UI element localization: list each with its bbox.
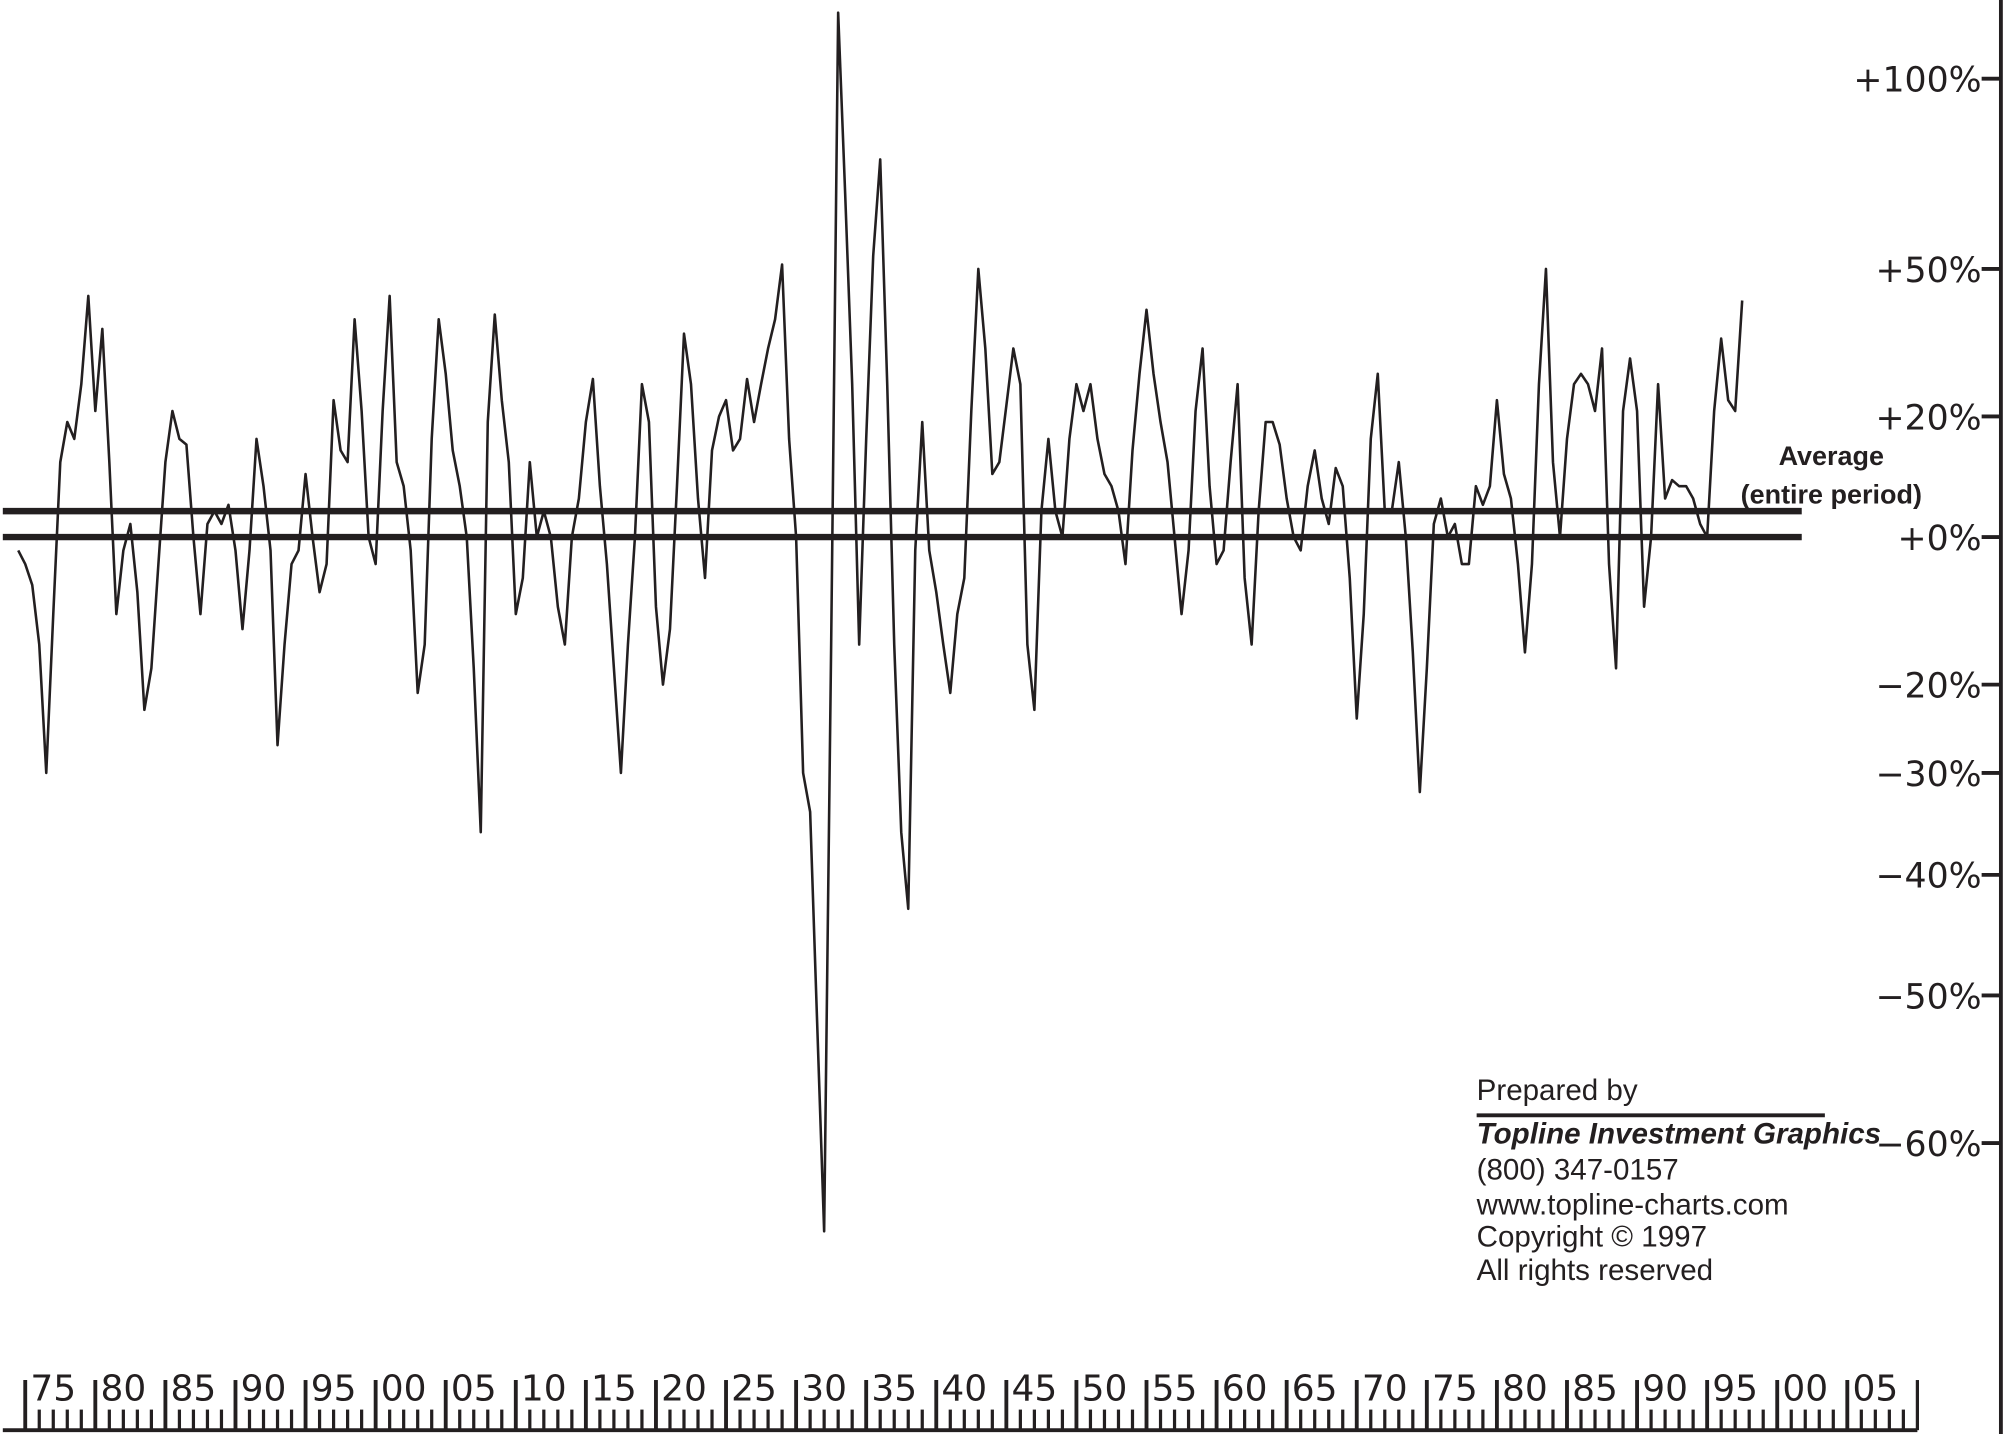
credits: Prepared by Topline Investment Graphics …: [1476, 1074, 1881, 1287]
x-tick-label: 85: [171, 1369, 217, 1410]
x-tick-label: 90: [241, 1369, 287, 1410]
y-tick-label: −60%: [1875, 1125, 1981, 1165]
x-tick-label: 90: [1642, 1369, 1688, 1410]
credit-line: Prepared by: [1477, 1074, 1638, 1107]
x-tick-label: 40: [941, 1369, 987, 1410]
x-tick-label: 60: [1222, 1369, 1268, 1410]
x-tick-label: 45: [1011, 1369, 1057, 1410]
x-tick-label: 10: [521, 1369, 567, 1410]
credit-line: All rights reserved: [1477, 1254, 1713, 1287]
x-tick-label: 65: [1292, 1369, 1338, 1410]
annotation: (entire period): [1741, 480, 1922, 510]
credit-line: Copyright © 1997: [1477, 1220, 1707, 1253]
x-tick-label: 15: [591, 1369, 637, 1410]
annotation: Average: [1779, 441, 1884, 471]
y-tick-label: −30%: [1875, 755, 1981, 795]
x-tick-label: 00: [1782, 1369, 1828, 1410]
x-tick-label: 25: [731, 1369, 777, 1410]
x-tick-label: 35: [871, 1369, 917, 1410]
x-tick-label: 55: [1152, 1369, 1198, 1410]
x-tick-label: 70: [1362, 1369, 1408, 1410]
x-tick-label: 05: [451, 1369, 497, 1410]
x-tick-label: 75: [30, 1369, 76, 1410]
x-tick-label: 05: [1852, 1369, 1898, 1410]
y-tick-label: +50%: [1875, 251, 1981, 291]
credit-line: www.topline-charts.com: [1476, 1188, 1789, 1221]
y-tick-label: −50%: [1875, 977, 1981, 1017]
x-tick-label: 95: [1712, 1369, 1758, 1410]
y-tick-label: +0%: [1898, 519, 1982, 559]
x-tick-label: 00: [381, 1369, 427, 1410]
x-tick-label: 75: [1432, 1369, 1478, 1410]
x-tick-label: 80: [100, 1369, 146, 1410]
y-tick-label: −20%: [1875, 666, 1981, 706]
credit-brand: Topline Investment Graphics: [1477, 1118, 1881, 1151]
x-tick-label: 20: [661, 1369, 707, 1410]
x-tick-label: 95: [311, 1369, 357, 1410]
data-line: [17, 11, 1744, 1233]
x-tick-label: 30: [801, 1369, 847, 1410]
credit-line: (800) 347-0157: [1477, 1154, 1679, 1187]
x-tick-label: 85: [1572, 1369, 1618, 1410]
y-tick-label: +20%: [1875, 398, 1981, 438]
x-tick-label: 50: [1082, 1369, 1128, 1410]
x-tick-label: 80: [1502, 1369, 1548, 1410]
y-tick-label: +100%: [1853, 61, 1981, 101]
y-tick-label: −40%: [1875, 857, 1981, 897]
